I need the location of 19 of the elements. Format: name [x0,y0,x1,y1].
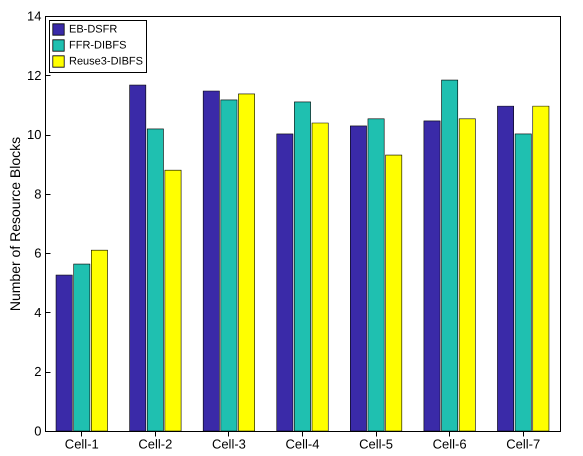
x-tick-label: Cell-6 [432,436,467,452]
legend-label: Reuse3-DIBFS [69,56,143,68]
x-tick-label: Cell-5 [359,436,394,452]
legend-label: EB-DSFR [69,24,118,36]
x-tick-label: Cell-7 [506,436,540,452]
y-tick-label: 0 [34,424,42,438]
y-tick-label: 12 [27,68,42,83]
y-tick-label: 14 [27,8,42,24]
y-tick-label: 6 [34,246,42,261]
y-tick-label: 2 [34,364,42,380]
y-tick-label: 8 [34,186,42,202]
y-tick-label: 4 [34,304,42,320]
x-tick-label: Cell-3 [212,436,246,452]
y-tick-label: 10 [27,127,42,142]
x-tick-label: Cell-1 [64,436,99,452]
x-tick-label: Cell-2 [138,436,172,452]
legend-label: FFR-DIBFS [69,40,126,52]
x-tick-label: Cell-4 [286,436,320,452]
y-axis-title: Number of Resource Blocks [7,136,24,312]
